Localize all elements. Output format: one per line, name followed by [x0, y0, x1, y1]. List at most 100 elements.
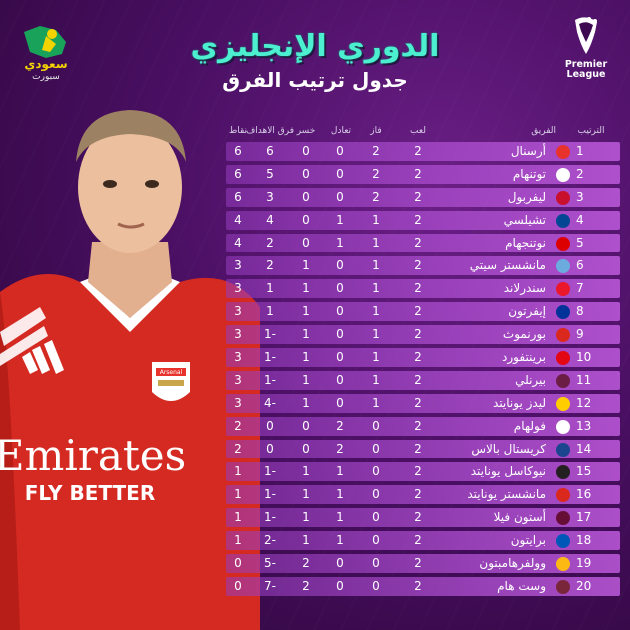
table-row: 2 0 0 2 0 2 كريستال بالاس 14 — [226, 438, 620, 461]
won-cell: 0 — [372, 533, 380, 548]
lost-cell: 1 — [302, 464, 310, 479]
won-cell: 0 — [372, 418, 380, 433]
row-background — [226, 164, 620, 184]
played-cell: 2 — [414, 281, 422, 296]
points-cell: 3 — [234, 281, 242, 296]
points-cell: 1 — [234, 510, 242, 525]
played-cell: 2 — [414, 578, 422, 593]
rank-cell: 18 — [576, 533, 592, 548]
table-row: 1 1- 1 1 0 2 أستون فيلا 17 — [226, 506, 620, 529]
won-cell: 1 — [372, 235, 380, 250]
points-cell: 6 — [234, 144, 242, 158]
goal-difference-cell: 1- — [264, 487, 276, 502]
brand-subtitle: سبورت — [32, 72, 60, 82]
team-crest-icon — [556, 167, 570, 182]
table-row: 3 1 1 0 1 2 سندرلاند 7 — [226, 277, 620, 300]
row-background — [226, 233, 620, 253]
row-background — [226, 485, 620, 505]
svg-text:Arsenal: Arsenal — [160, 369, 183, 376]
rank-cell: 2 — [576, 166, 584, 181]
kit-maker-logo-icon — [22, 340, 64, 374]
goal-difference-cell: 1 — [266, 304, 274, 319]
lost-cell: 1 — [302, 533, 310, 548]
table-row: 6 6 0 0 2 2 أرسنال 1 — [226, 140, 620, 163]
points-cell: 2 — [234, 441, 242, 456]
rank-cell: 3 — [576, 189, 584, 204]
row-background — [226, 348, 620, 367]
rank-cell: 16 — [576, 487, 592, 502]
team-name-cell: أستون فيلا — [493, 510, 546, 525]
row-background — [226, 393, 620, 413]
team-name-cell: تشيلسي — [503, 212, 546, 227]
goal-difference-cell: 4 — [266, 212, 274, 227]
table-row: 1 2- 1 1 0 2 برايتون 18 — [226, 529, 620, 552]
points-cell: 3 — [234, 372, 242, 387]
standings-table: نقاط فرق الاهداف خسر تعادل فاز لعب الفري… — [226, 122, 620, 598]
lost-cell: 2 — [302, 556, 310, 571]
won-cell: 0 — [372, 578, 380, 593]
played-cell: 2 — [414, 556, 422, 571]
row-background — [226, 576, 620, 596]
drawn-cell: 0 — [336, 166, 344, 181]
pl-line2: League — [566, 69, 606, 80]
header-lost: خسر — [296, 126, 316, 136]
team-name-cell: سندرلاند — [503, 281, 546, 296]
team-crest-icon — [556, 442, 570, 457]
rank-cell: 1 — [576, 144, 584, 158]
header-points: نقاط — [228, 126, 248, 136]
played-cell: 2 — [414, 144, 422, 158]
played-cell: 2 — [414, 327, 422, 342]
points-cell: 3 — [234, 395, 242, 410]
drawn-cell: 1 — [336, 464, 344, 479]
goal-difference-cell: 5- — [264, 556, 276, 571]
pl-line1: Premier — [564, 59, 608, 70]
won-cell: 1 — [372, 304, 380, 319]
arsenal-crest-icon — [152, 362, 190, 401]
drawn-cell: 0 — [336, 350, 344, 365]
lost-cell: 1 — [302, 510, 310, 525]
team-name-cell: نيوكاسل يونايتد — [470, 464, 546, 479]
team-crest-icon — [556, 236, 570, 251]
lost-cell: 0 — [302, 189, 310, 204]
lost-cell: 1 — [302, 304, 310, 319]
shirt-sponsor: Emirates — [0, 431, 186, 480]
table-body: 6 6 0 0 2 2 أرسنال 1 6 5 0 0 2 2 توتنهام 2 6 3 0 0 2 2 ليفربول… — [226, 140, 620, 598]
goal-difference-cell: 1- — [264, 464, 276, 479]
row-background — [226, 142, 620, 161]
won-cell: 1 — [372, 372, 380, 387]
rank-cell: 19 — [576, 556, 592, 571]
team-name-cell: برينتفورد — [502, 350, 546, 365]
table-row: 4 4 0 1 1 2 تشيلسي 4 — [226, 209, 620, 232]
goal-difference-cell: 1- — [264, 372, 276, 387]
table-row: 6 5 0 0 2 2 توتنهام 2 — [226, 163, 620, 186]
team-crest-icon — [556, 396, 570, 411]
row-background — [226, 439, 620, 459]
lost-cell: 1 — [302, 487, 310, 502]
points-cell: 3 — [234, 327, 242, 342]
team-name-cell: فولهام — [513, 418, 546, 433]
goal-difference-cell: 0 — [266, 441, 274, 456]
won-cell: 2 — [372, 166, 380, 181]
rank-cell: 9 — [576, 327, 584, 342]
team-name-cell: بورنموث — [502, 327, 546, 342]
goal-difference-cell: 0 — [266, 418, 274, 433]
row-background — [226, 187, 620, 207]
team-name-cell: توتنهام — [512, 166, 546, 181]
lost-cell: 1 — [302, 395, 310, 410]
goal-difference-cell: 3 — [266, 189, 274, 204]
won-cell: 0 — [372, 556, 380, 571]
team-crest-icon — [556, 488, 570, 503]
lost-cell: 1 — [302, 372, 310, 387]
team-crest-icon — [556, 557, 570, 572]
lost-cell: 2 — [302, 578, 310, 593]
lost-cell: 0 — [302, 418, 310, 433]
lost-cell: 0 — [302, 441, 310, 456]
points-cell: 6 — [234, 166, 242, 181]
points-cell: 3 — [234, 304, 242, 319]
team-name-cell: برايتون — [510, 533, 546, 548]
headline: الدوري الإنجليزي جدول ترتيب الفرق — [150, 30, 480, 93]
row-background — [226, 370, 620, 390]
drawn-cell: 1 — [336, 533, 344, 548]
rank-cell: 5 — [576, 235, 584, 250]
header-won: فاز — [370, 126, 382, 136]
